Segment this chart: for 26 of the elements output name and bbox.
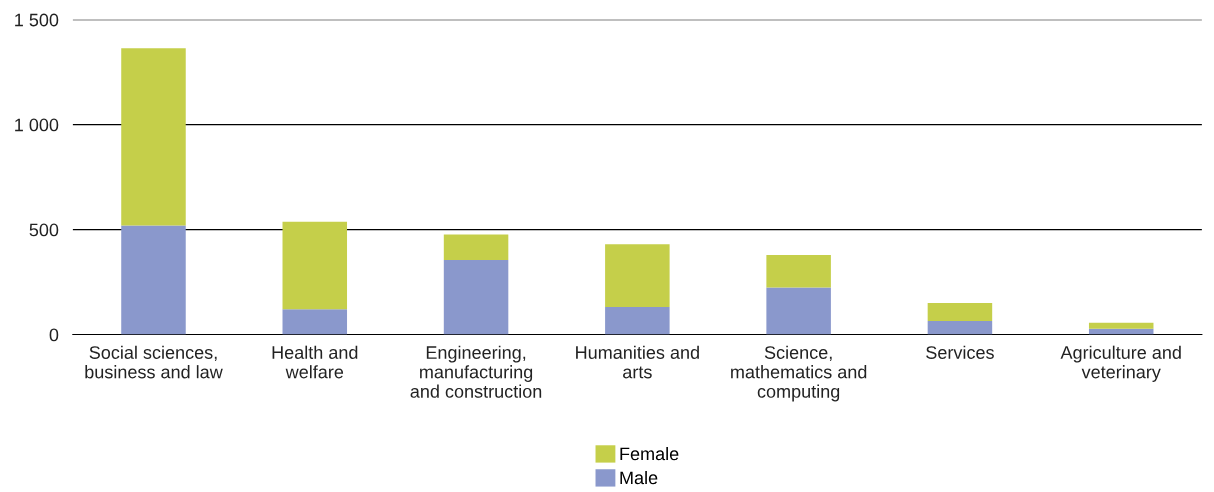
bar [443, 234, 509, 261]
bar [121, 225, 186, 335]
y-tick-label: 1 000 [15, 118, 59, 132]
y-tick-label: 0 [49, 328, 59, 342]
bar [282, 309, 348, 335]
bar [766, 287, 831, 335]
bar [605, 307, 670, 335]
bar [443, 260, 509, 335]
bar [605, 244, 670, 308]
x-tick-label: Science, mathematics and computing [731, 345, 867, 402]
x-tick-label: Agriculture and veterinary [1060, 345, 1181, 382]
legend-label: Male [620, 470, 658, 485]
x-tick-label: Humanities and arts [576, 345, 699, 379]
x-tick-label: Social sciences, business and law [85, 345, 223, 379]
legend-label: Female [620, 446, 679, 461]
bar [927, 320, 993, 335]
y-tick-label: 1 500 [15, 13, 59, 27]
x-tick-label: Services [926, 345, 994, 359]
y-tick-label: 500 [29, 223, 59, 237]
x-tick-label: Health and welfare [272, 345, 358, 379]
bar [766, 255, 831, 288]
bar [1088, 322, 1154, 329]
bar [282, 221, 348, 310]
bar [121, 48, 186, 226]
bar [927, 303, 993, 321]
x-tick-label: Engineering, manufacturing and construction [410, 345, 542, 398]
